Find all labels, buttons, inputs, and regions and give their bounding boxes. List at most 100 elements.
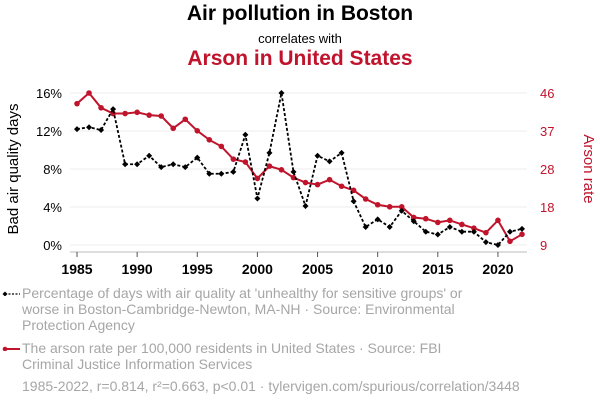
data-point-arson xyxy=(242,159,249,165)
data-point-arson xyxy=(386,203,393,210)
data-point-air-quality xyxy=(134,161,141,168)
data-point-arson xyxy=(98,104,104,111)
data-point-air-quality xyxy=(506,228,513,235)
data-point-arson xyxy=(218,143,225,150)
data-point-air-quality xyxy=(458,228,465,235)
right-tick-label: 9 xyxy=(540,238,547,253)
data-point-arson xyxy=(230,156,237,162)
data-point-air-quality xyxy=(98,127,105,134)
data-point-arson xyxy=(146,112,152,118)
data-point-air-quality xyxy=(410,218,417,225)
data-point-arson xyxy=(519,231,525,238)
data-point-air-quality xyxy=(362,223,369,230)
right-tick-label: 37 xyxy=(540,124,554,139)
left-tick-label: 4% xyxy=(43,200,62,215)
data-point-arson xyxy=(278,167,285,173)
series-line-arson xyxy=(76,91,523,243)
data-point-air-quality xyxy=(74,126,80,133)
x-tick-label: 2010 xyxy=(362,261,393,277)
data-point-air-quality xyxy=(482,239,489,246)
data-point-air-quality xyxy=(494,242,501,248)
data-point-arson xyxy=(86,90,92,96)
data-point-arson xyxy=(170,125,177,132)
data-point-arson xyxy=(122,110,128,117)
left-tick-label: 12% xyxy=(36,124,62,139)
footer-stats: 1985-2022, r=0.814, r²=0.663, p<0.01 · t… xyxy=(22,378,520,394)
data-point-arson xyxy=(471,225,477,231)
data-point-air-quality xyxy=(386,223,393,230)
data-point-air-quality xyxy=(242,131,249,138)
chart-subtitle: correlates with xyxy=(258,31,342,46)
data-point-air-quality xyxy=(122,161,129,168)
chart-area: 0% 4% 8% 12% 16% 9 18 28 37 46 1985 1990 1995 2000 2… xyxy=(5,86,597,277)
data-point-air-quality xyxy=(218,170,225,177)
x-tick-label: 2015 xyxy=(422,261,453,277)
left-axis-label: Bad air quality days xyxy=(5,104,22,235)
data-point-air-quality xyxy=(278,90,285,96)
x-tick-label: 1990 xyxy=(122,261,153,277)
data-point-air-quality xyxy=(230,168,237,175)
data-point-air-quality xyxy=(158,164,165,171)
left-tick-label: 16% xyxy=(36,86,62,101)
data-point-air-quality xyxy=(422,228,429,235)
x-tick-label: 2020 xyxy=(482,261,513,277)
x-tick-label: 1985 xyxy=(61,261,92,277)
data-point-air-quality xyxy=(314,152,321,159)
chart-title: Air pollution in Boston xyxy=(186,2,414,25)
data-point-air-quality xyxy=(446,223,453,230)
data-point-air-quality xyxy=(338,149,345,156)
data-point-air-quality xyxy=(182,164,189,171)
data-point-arson xyxy=(459,221,465,228)
data-point-arson xyxy=(302,179,309,186)
legend-text-arson: The arson rate per 100,000 residents in … xyxy=(22,340,442,372)
data-point-air-quality xyxy=(519,225,525,232)
data-point-air-quality xyxy=(434,231,441,238)
x-axis: 1985 1990 1995 2000 2005 2010 2015 2020 xyxy=(61,251,527,277)
data-point-arson xyxy=(374,201,381,208)
x-tick-label: 1995 xyxy=(182,261,213,277)
data-point-air-quality xyxy=(254,195,261,202)
data-point-arson xyxy=(266,163,273,169)
data-point-air-quality xyxy=(290,168,297,175)
data-point-arson xyxy=(182,116,189,123)
left-axis-ticks: 0% 4% 8% 12% 16% xyxy=(36,86,62,253)
left-tick-label: 0% xyxy=(43,238,62,253)
gridlines xyxy=(70,92,527,246)
right-axis-label: Arson rate xyxy=(580,134,597,203)
right-tick-label: 18 xyxy=(540,200,554,215)
data-point-arson xyxy=(447,217,453,224)
data-point-arson xyxy=(435,219,441,226)
data-point-arson xyxy=(254,175,261,182)
x-tick-label: 2000 xyxy=(242,261,273,277)
data-point-air-quality xyxy=(110,106,117,113)
chart-title-secondary: Arson in United States xyxy=(187,47,413,70)
data-point-air-quality xyxy=(398,207,405,214)
right-tick-label: 46 xyxy=(540,86,554,101)
x-tick-label: 2005 xyxy=(302,261,333,277)
data-point-arson xyxy=(507,238,513,245)
data-point-air-quality xyxy=(170,161,177,168)
data-point-arson xyxy=(326,176,333,183)
data-point-arson xyxy=(338,183,345,190)
data-point-arson xyxy=(206,137,213,143)
data-point-air-quality xyxy=(470,228,477,235)
data-point-air-quality xyxy=(146,152,153,159)
data-point-arson xyxy=(290,174,297,181)
legend-swatch-dashed-diamond-icon xyxy=(2,291,20,296)
legend-text-air-quality: Percentage of days with air quality at '… xyxy=(22,285,463,333)
legend-swatch-line-dot-icon xyxy=(2,346,20,351)
data-point-arson xyxy=(158,113,164,119)
data-point-arson xyxy=(194,127,201,134)
series-air-quality xyxy=(74,90,525,248)
data-point-air-quality xyxy=(266,149,273,156)
data-point-air-quality xyxy=(350,198,357,205)
data-point-air-quality xyxy=(206,170,213,177)
data-point-arson xyxy=(495,217,501,224)
data-point-air-quality xyxy=(86,124,93,131)
data-point-air-quality xyxy=(302,203,309,210)
left-tick-label: 8% xyxy=(43,162,62,177)
data-point-arson xyxy=(483,229,489,236)
data-point-arson xyxy=(134,109,140,116)
series-arson xyxy=(74,90,525,245)
data-point-air-quality xyxy=(194,154,201,161)
